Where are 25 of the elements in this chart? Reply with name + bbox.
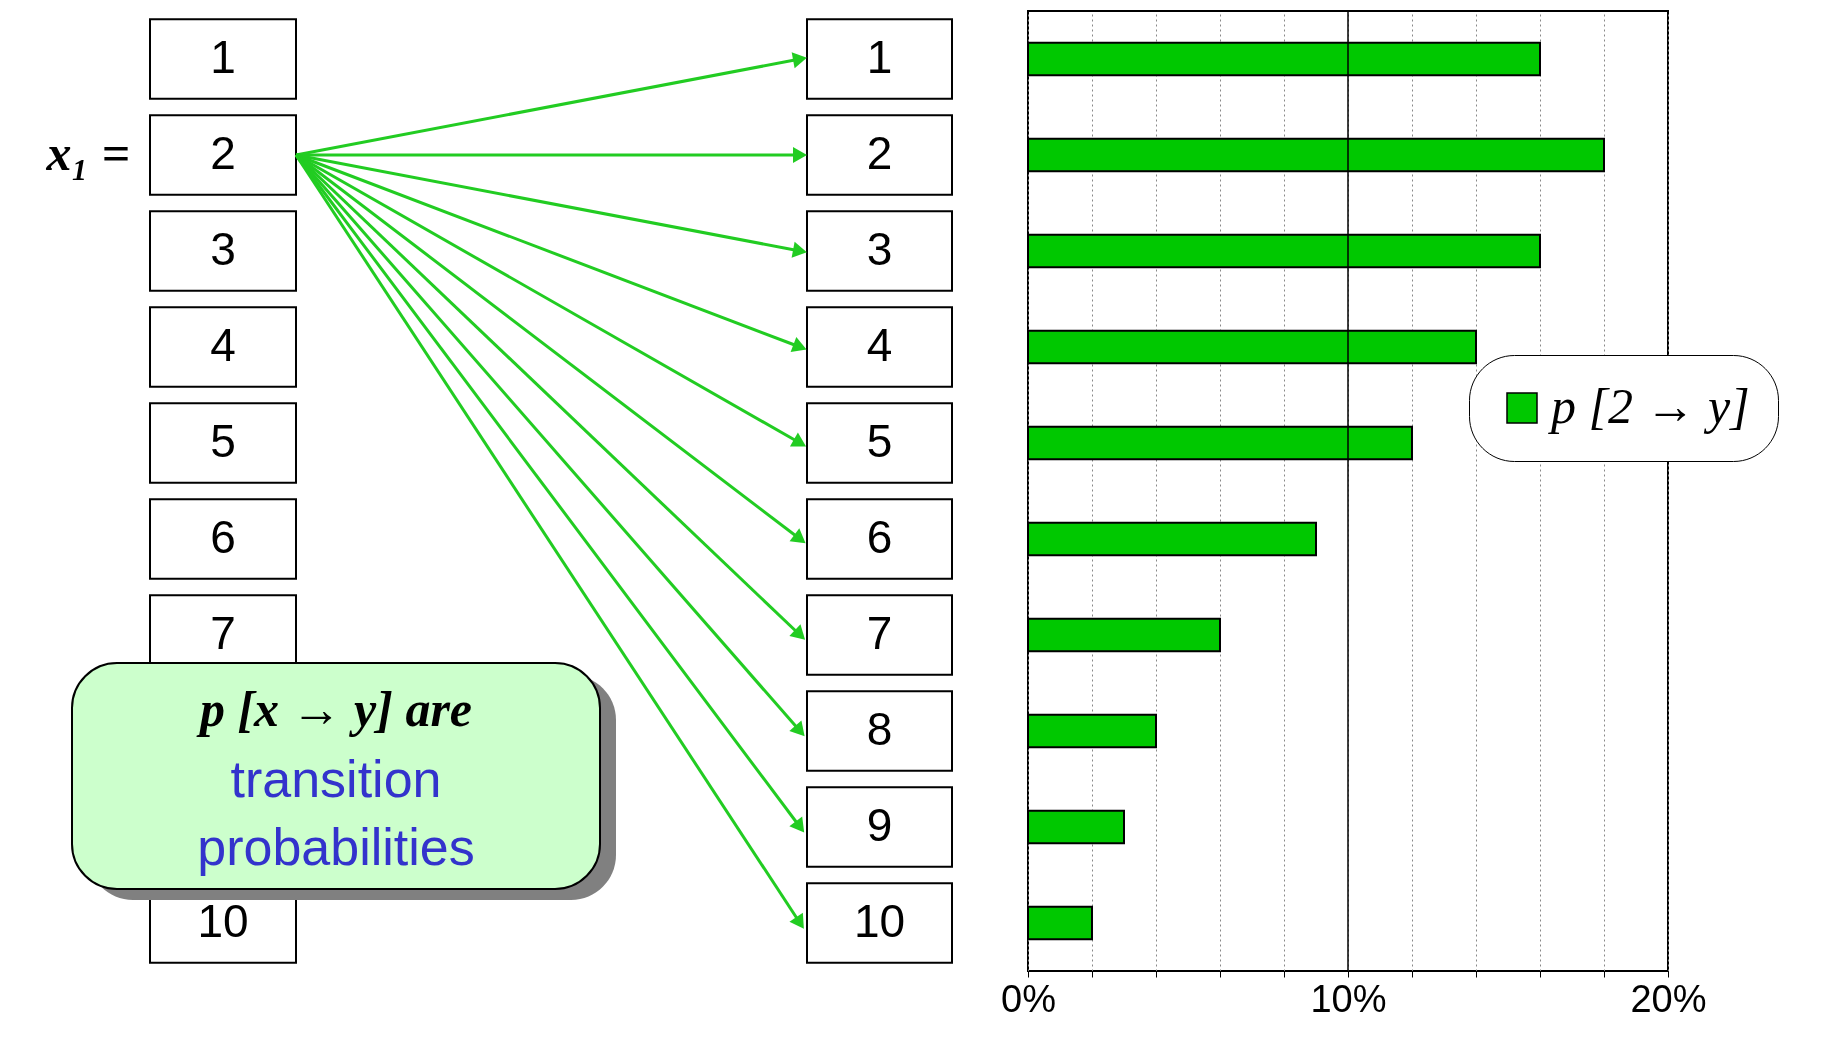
y-tick-label: 4 [866, 319, 893, 371]
x-tick-label: 0% [1001, 977, 1056, 1020]
text: 4 [210, 319, 236, 371]
x-tick-label: 10% [1310, 977, 1387, 1020]
y-tick-label: 9 [866, 799, 893, 851]
text: transition probabilities [197, 750, 475, 876]
text: 10 [197, 895, 249, 947]
x-tick-label: 20% [1630, 977, 1707, 1020]
text: 2 [210, 127, 236, 179]
text: 5 [210, 415, 236, 467]
y-tick-label: 7 [866, 607, 893, 659]
y-tick-label: 6 [866, 511, 893, 563]
text: 7 [210, 607, 236, 659]
y-tick-label: 5 [866, 415, 893, 467]
y-tick-label: 2 [866, 127, 893, 179]
text: 6 [210, 511, 236, 563]
legend-label: p [2 → y] [1548, 378, 1750, 434]
text: 1 [210, 31, 236, 83]
y-tick-label: 3 [866, 223, 893, 275]
text: p [x → y] are [195, 681, 473, 737]
text: 3 [210, 223, 236, 275]
text: x₁ = [45, 125, 130, 181]
y-tick-label: 8 [866, 703, 893, 755]
y-tick-label: 1 [866, 31, 893, 83]
y-tick-label: 10 [853, 895, 906, 947]
